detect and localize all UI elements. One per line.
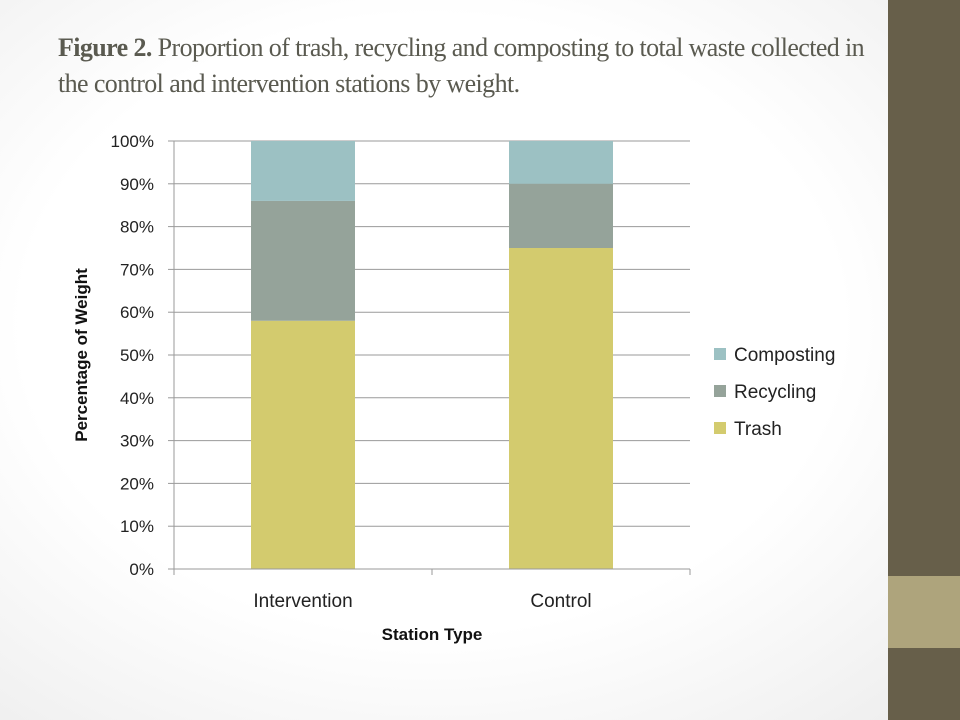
bar-segment-trash-control [509, 248, 613, 569]
legend-swatch-composting [714, 348, 726, 360]
bar-segment-composting-control [509, 141, 613, 184]
bar-segment-trash-intervention [251, 320, 355, 569]
bar-segment-recycling-intervention [251, 200, 355, 321]
y-axis-title: Percentage of Weight [72, 268, 91, 442]
figure-label: Figure 2. [58, 33, 152, 62]
y-tick-label: 70% [120, 260, 154, 279]
legend-swatch-trash [714, 422, 726, 434]
y-tick-label: 80% [120, 218, 154, 237]
legend-swatch-recycling [714, 385, 726, 397]
slide-title: Figure 2. Proportion of trash, recycling… [58, 30, 868, 102]
x-axis-title: Station Type [382, 625, 483, 644]
sidebar-accent-top [888, 0, 960, 576]
y-tick-label: 40% [120, 389, 154, 408]
sidebar-accent-middle [888, 576, 960, 648]
figure-caption: Proportion of trash, recycling and compo… [58, 33, 865, 98]
y-tick-label: 90% [120, 175, 154, 194]
bar-segment-recycling-control [509, 183, 613, 248]
legend-label-trash: Trash [734, 419, 782, 440]
y-tick-label: 60% [120, 303, 154, 322]
stacked-bar-chart: 0% 10% 20% 30% 40% 50% 60% 70% 80% 90% 100% Interve… [72, 132, 835, 644]
x-tick-label: Intervention [253, 591, 352, 612]
bar-segment-composting-intervention [251, 141, 355, 201]
legend-label-composting: Composting [734, 345, 835, 366]
y-tick-label: 30% [120, 432, 154, 451]
y-tick-label: 100% [111, 132, 154, 151]
y-tick-label: 0% [129, 560, 154, 579]
x-tick-label: Control [530, 591, 591, 612]
y-tick-label: 50% [120, 346, 154, 365]
y-tick-label: 20% [120, 474, 154, 493]
y-tick-label: 10% [120, 517, 154, 536]
sidebar-accent-bottom [888, 648, 960, 720]
legend-label-recycling: Recycling [734, 382, 816, 403]
